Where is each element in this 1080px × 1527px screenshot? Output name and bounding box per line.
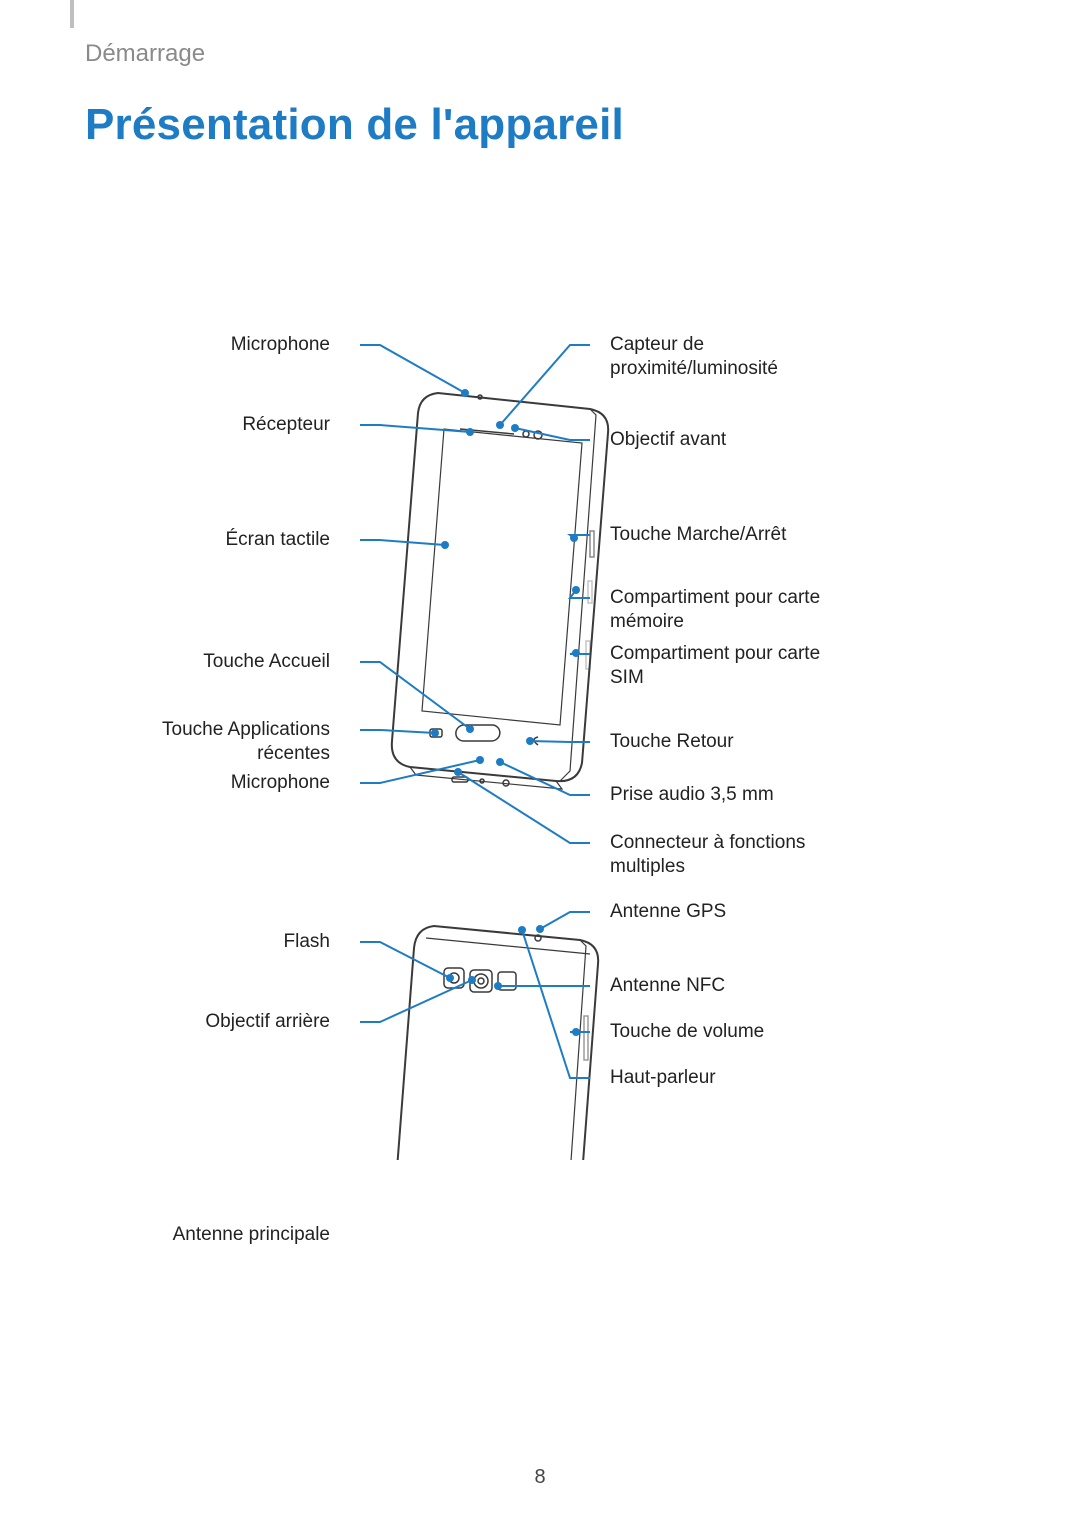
- page-tab-mark: [70, 0, 74, 28]
- device-back: [390, 926, 598, 1160]
- callout-label: Antenne principale: [173, 1223, 330, 1247]
- callout-label: Connecteur à fonctionsmultiples: [610, 831, 805, 879]
- callout-label: Touche Accueil: [203, 650, 330, 674]
- device-diagram: Microphone Récepteur Écran tactile Touche A…: [0, 160, 1080, 1160]
- callout-label: Antenne GPS: [610, 900, 726, 924]
- breadcrumb: Démarrage: [85, 40, 205, 68]
- diagram-svg: [0, 160, 1080, 1160]
- callout-label: Objectif arrière: [205, 1010, 330, 1034]
- page-number: 8: [0, 1466, 1080, 1489]
- callout-label: Récepteur: [242, 413, 330, 437]
- callout-label: Compartiment pour carteSIM: [610, 642, 820, 690]
- callout-label: Microphone: [231, 333, 330, 357]
- callout-label: Antenne NFC: [610, 974, 725, 998]
- callout-label: Touche Retour: [610, 730, 734, 754]
- callout-label: Prise audio 3,5 mm: [610, 783, 774, 807]
- callout-label: Objectif avant: [610, 428, 726, 452]
- page-title: Présentation de l'appareil: [85, 100, 624, 150]
- callout-label: Touche Applicationsrécentes: [162, 718, 330, 766]
- callout-label: Touche de volume: [610, 1020, 764, 1044]
- callout-label: Touche Marche/Arrêt: [610, 523, 786, 547]
- callout-label: Microphone: [231, 771, 330, 795]
- callout-label: Écran tactile: [225, 528, 330, 552]
- callout-label: Capteur deproximité/luminosité: [610, 333, 778, 381]
- callout-label: Flash: [284, 930, 330, 954]
- callout-label: Compartiment pour cartemémoire: [610, 586, 820, 634]
- callout-label: Haut-parleur: [610, 1066, 716, 1090]
